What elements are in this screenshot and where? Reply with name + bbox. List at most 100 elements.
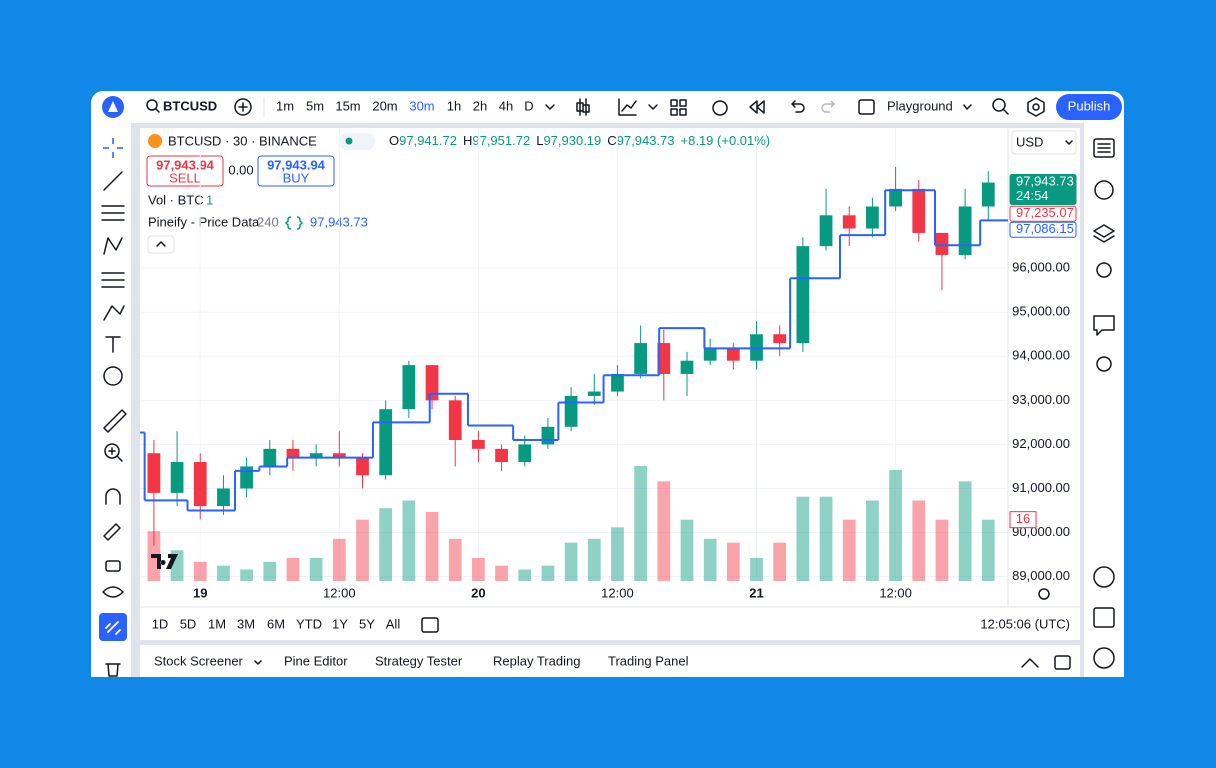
panel-tab[interactable]: Trading Panel (608, 653, 689, 668)
text-tool[interactable] (105, 336, 121, 353)
clock[interactable]: 12:05:06 (UTC) (980, 616, 1070, 631)
watchlist-icon[interactable] (1093, 138, 1115, 158)
range-button[interactable]: 1Y (332, 616, 348, 631)
zoom-tool[interactable] (104, 443, 120, 459)
candle-body (379, 409, 393, 476)
indicators-icon[interactable] (618, 98, 637, 116)
lock-drawing-tool[interactable] (103, 523, 121, 541)
candle-body (819, 215, 833, 247)
volume-bar (217, 565, 230, 581)
settings-icon[interactable] (1027, 97, 1045, 117)
range-button[interactable]: 1M (208, 616, 226, 631)
panel-tab[interactable]: Replay Trading (493, 653, 580, 668)
lock-tool[interactable] (105, 560, 121, 572)
x-tick-label: 12:00 (879, 585, 912, 600)
trendline-tool[interactable] (103, 171, 123, 191)
panel-tab[interactable]: Pine Editor (284, 653, 348, 668)
ideas-icon[interactable] (1096, 262, 1112, 278)
range-button[interactable]: 3M (237, 616, 255, 631)
gauge-icon[interactable] (1093, 566, 1115, 588)
brush-tool[interactable] (103, 305, 125, 321)
publish-label: Publish (1068, 98, 1111, 113)
top-bar: BTCUSD 1m 5m 15m 20m 30m 1h 2h 4h D Playground P… (102, 94, 1122, 120)
source-icon[interactable] (284, 216, 304, 230)
panel-tab[interactable]: Strategy Tester (375, 653, 463, 668)
replay-icon[interactable] (749, 100, 765, 114)
layout-box[interactable] (858, 99, 875, 115)
candle-body (518, 444, 532, 463)
interval[interactable]: 4h (499, 98, 513, 113)
ruler-tool[interactable] (103, 409, 127, 433)
volume-name[interactable]: Vol · BTC (148, 192, 204, 207)
currency-select[interactable] (1011, 130, 1077, 155)
streams-icon[interactable] (1096, 356, 1112, 372)
add-symbol[interactable] (234, 98, 252, 116)
ohlc-values: O97,941.72 H97,951.72 L97,930.19 C97,943.73… (389, 133, 770, 148)
trash-tool[interactable] (105, 663, 121, 677)
magnet-tool[interactable] (105, 488, 121, 505)
interval[interactable]: 5m (306, 98, 324, 113)
interval[interactable]: 1h (447, 98, 461, 113)
interval[interactable]: 20m (372, 98, 397, 113)
interval[interactable]: 2h (473, 98, 487, 113)
crosshair-tool[interactable] (103, 138, 123, 158)
candle-body (773, 334, 787, 344)
maximize-panel[interactable] (1054, 655, 1071, 670)
redo-icon[interactable] (821, 100, 836, 113)
buy-label: BUY (283, 170, 310, 185)
alerts-icon[interactable] (1094, 180, 1114, 200)
candle-body (217, 488, 230, 507)
chat-icon[interactable] (1093, 315, 1115, 336)
forecast-tool[interactable] (101, 272, 125, 288)
candle-body (541, 426, 555, 445)
pattern-tool[interactable] (103, 237, 123, 255)
sell-button[interactable] (146, 155, 224, 187)
zoom-tool (108, 447, 123, 462)
indicator-param: 240 (257, 214, 279, 229)
interval[interactable]: 15m (335, 98, 360, 113)
layers-icon[interactable] (1093, 224, 1115, 243)
visibility-tool[interactable] (102, 586, 124, 598)
dropdown-icon[interactable] (648, 104, 658, 110)
range-button[interactable]: 6M (267, 616, 285, 631)
alert-icon[interactable] (712, 100, 728, 116)
panel-tab[interactable]: Stock Screener (154, 653, 244, 668)
layout-name[interactable]: Playground (887, 98, 953, 113)
emoji-tool[interactable] (103, 366, 123, 386)
interval[interactable]: 30m (409, 98, 434, 113)
search-icon[interactable] (146, 99, 158, 111)
dropdown-icon[interactable] (963, 104, 972, 110)
collapse-legend[interactable] (147, 235, 175, 254)
volume-label-box (1009, 511, 1037, 529)
dropdown-icon[interactable] (254, 660, 262, 665)
indicator-name[interactable]: Pineify - Price Data (148, 214, 260, 229)
goto-date-icon[interactable] (421, 617, 439, 633)
interval[interactable]: 1m (276, 98, 294, 113)
volume-bar (773, 542, 787, 581)
quick-search[interactable] (992, 98, 1006, 112)
quick-search (1002, 108, 1009, 115)
dropdown-icon[interactable] (545, 104, 555, 110)
chart-type-icon[interactable] (576, 98, 590, 116)
layouts-icon[interactable] (670, 99, 687, 116)
axis-settings[interactable] (1038, 588, 1050, 600)
range-button[interactable]: All (386, 616, 401, 631)
range-button[interactable]: 1D (152, 616, 169, 631)
interval[interactable]: D (524, 98, 533, 113)
range-button[interactable]: 5Y (359, 616, 375, 631)
symbol[interactable]: BTCUSD (163, 98, 217, 113)
volume-bar (263, 561, 277, 581)
help-icon[interactable] (1093, 647, 1115, 669)
volume-bar (286, 558, 300, 581)
fib-tool[interactable] (101, 205, 125, 221)
series-title[interactable]: BTCUSD · 30 · BINANCE (168, 133, 317, 148)
price-label: 97,086.15 (1016, 221, 1074, 236)
logo-mark (108, 101, 118, 112)
undo-icon[interactable] (791, 100, 805, 113)
buy-button[interactable] (257, 155, 335, 187)
range-button[interactable]: YTD (296, 616, 322, 631)
range-button[interactable]: 5D (180, 616, 197, 631)
expand-panel[interactable] (1021, 658, 1039, 668)
publish-button[interactable] (1056, 94, 1122, 120)
calendar-icon[interactable] (1093, 607, 1115, 628)
